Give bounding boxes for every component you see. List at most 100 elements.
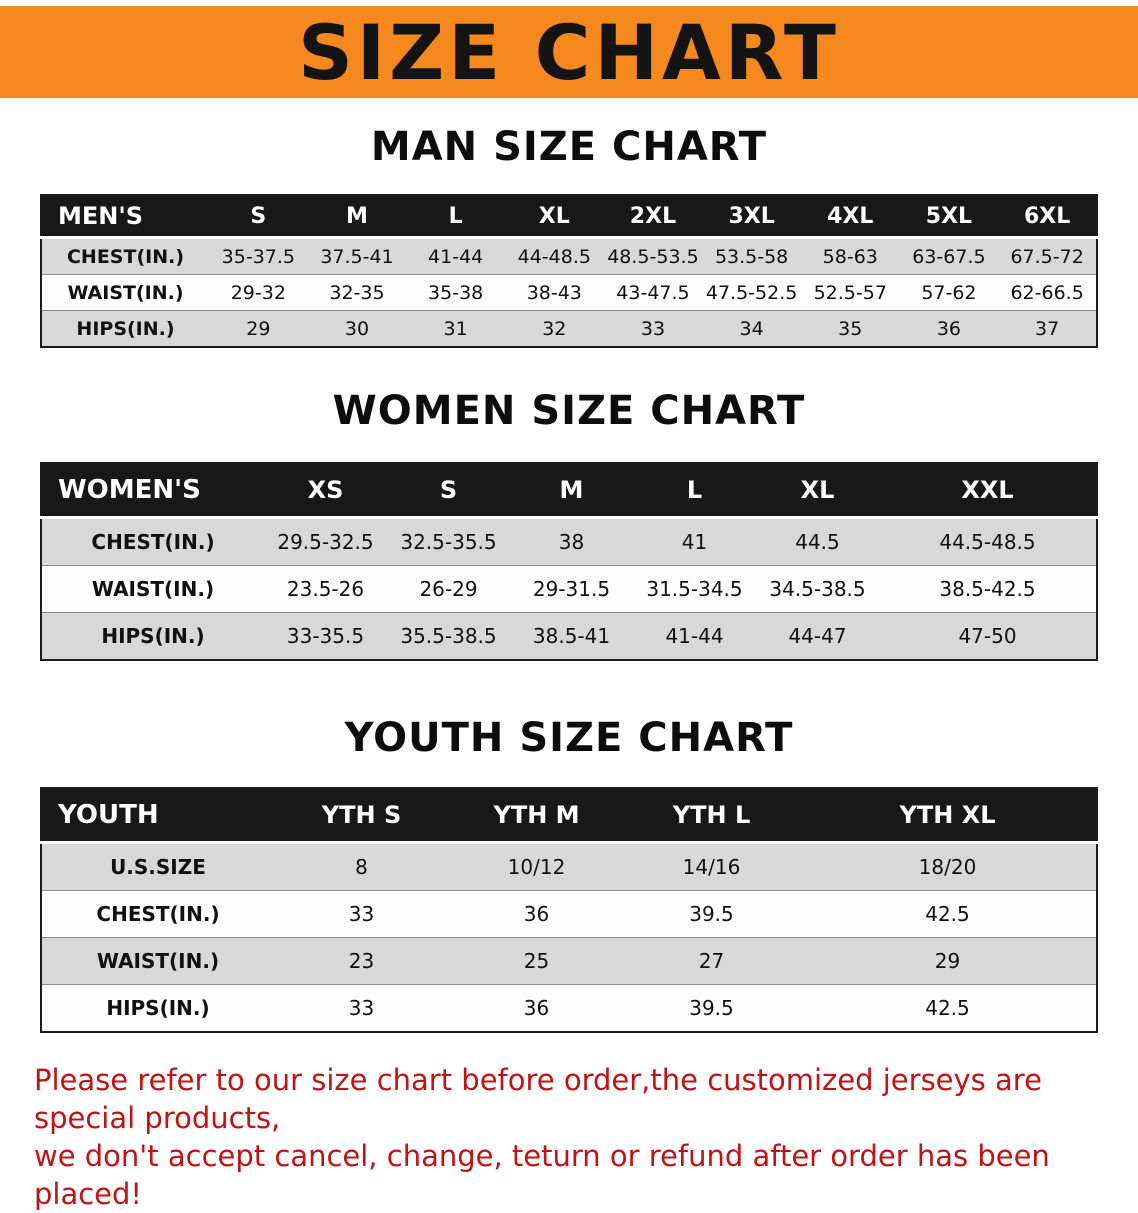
size-value-cell: 29 <box>799 937 1097 985</box>
size-value-cell: 44.5 <box>756 517 879 566</box>
column-header: YTH S <box>274 788 449 844</box>
row-label: HIPS(IN.) <box>41 612 264 660</box>
column-header: 5XL <box>899 195 999 239</box>
size-value-cell: 37 <box>998 310 1097 347</box>
youth-section: YOUTH SIZE CHART YOUTH YTH S YTH M YTH L YTH… <box>0 715 1138 1033</box>
size-value-cell: 29.5-32.5 <box>264 517 387 566</box>
size-value-cell: 34.5-38.5 <box>756 565 879 613</box>
column-header: YTH M <box>449 788 624 844</box>
row-label: HIPS(IN.) <box>41 984 274 1032</box>
column-header: L <box>633 463 756 519</box>
size-value-cell: 26-29 <box>387 565 510 613</box>
table-label: YOUTH <box>41 788 274 844</box>
size-value-cell: 32.5-35.5 <box>387 517 510 566</box>
size-value-cell: 41-44 <box>633 612 756 660</box>
size-value-cell: 33 <box>274 890 449 938</box>
notice-line-2: we don't accept cancel, change, teturn o… <box>34 1139 1050 1211</box>
size-value-cell: 57-62 <box>899 274 999 311</box>
row-label: CHEST(IN.) <box>41 517 264 566</box>
column-header: 3XL <box>702 195 801 239</box>
row-label: U.S.SIZE <box>41 842 274 891</box>
size-value-cell: 38.5-42.5 <box>879 565 1097 613</box>
column-header: 6XL <box>998 195 1097 239</box>
size-value-cell: 39.5 <box>624 984 799 1032</box>
header-row: YOUTH YTH S YTH M YTH L YTH XL <box>41 788 1097 844</box>
size-chart-page: SIZE CHART MAN SIZE CHART MEN'S S M L XL 2XL 3… <box>0 6 1138 1213</box>
size-value-cell: 35-38 <box>406 274 505 311</box>
table-row: CHEST(IN.) 35-37.5 37.5-41 41-44 44-48.5 48.5… <box>41 237 1097 275</box>
size-value-cell: 67.5-72 <box>998 237 1097 275</box>
size-value-cell: 42.5 <box>799 984 1097 1032</box>
women-section: WOMEN SIZE CHART WOMEN'S XS S M L XL XXL CHEST(… <box>0 388 1138 661</box>
column-header: YTH XL <box>799 788 1097 844</box>
size-value-cell: 36 <box>449 984 624 1032</box>
footer-notice: Please refer to our size chart before or… <box>34 1061 1104 1213</box>
size-value-cell: 47.5-52.5 <box>702 274 801 311</box>
size-value-cell: 41-44 <box>406 237 505 275</box>
column-header: YTH L <box>624 788 799 844</box>
size-value-cell: 31.5-34.5 <box>633 565 756 613</box>
column-header: M <box>510 463 633 519</box>
row-label: HIPS(IN.) <box>41 310 209 347</box>
size-value-cell: 29-31.5 <box>510 565 633 613</box>
table-row: HIPS(IN.) 33-35.5 35.5-38.5 38.5-41 41-44 44-… <box>41 612 1097 660</box>
column-header: XL <box>504 195 604 239</box>
size-value-cell: 38 <box>510 517 633 566</box>
column-header: L <box>406 195 505 239</box>
size-value-cell: 48.5-53.5 <box>603 237 703 275</box>
column-header: S <box>209 195 308 239</box>
size-value-cell: 33 <box>274 984 449 1032</box>
men-size-table: MEN'S S M L XL 2XL 3XL 4XL 5XL 6XL CHEST(IN.) 35-37… <box>40 194 1098 348</box>
size-value-cell: 18/20 <box>799 842 1097 891</box>
row-label: CHEST(IN.) <box>41 237 209 275</box>
size-value-cell: 32 <box>504 310 604 347</box>
column-header: 2XL <box>603 195 703 239</box>
header-row: MEN'S S M L XL 2XL 3XL 4XL 5XL 6XL <box>41 195 1097 239</box>
size-value-cell: 33-35.5 <box>264 612 387 660</box>
size-value-cell: 35 <box>800 310 900 347</box>
size-value-cell: 23 <box>274 937 449 985</box>
size-value-cell: 43-47.5 <box>603 274 703 311</box>
size-value-cell: 35-37.5 <box>209 237 308 275</box>
column-header: XXL <box>879 463 1097 519</box>
size-value-cell: 62-66.5 <box>998 274 1097 311</box>
size-value-cell: 29-32 <box>209 274 308 311</box>
table-label: MEN'S <box>41 195 209 239</box>
size-value-cell: 34 <box>702 310 801 347</box>
size-value-cell: 58-63 <box>800 237 900 275</box>
size-value-cell: 8 <box>274 842 449 891</box>
table-row: WAIST(IN.) 23.5-26 26-29 29-31.5 31.5-34.5 34… <box>41 565 1097 613</box>
table-row: WAIST(IN.) 29-32 32-35 35-38 38-43 43-47.5 47.… <box>41 274 1097 311</box>
size-value-cell: 35.5-38.5 <box>387 612 510 660</box>
header-row: WOMEN'S XS S M L XL XXL <box>41 463 1097 519</box>
youth-size-table: YOUTH YTH S YTH M YTH L YTH XL U.S.SIZE 8 10/12… <box>40 787 1098 1033</box>
banner-title: SIZE CHART <box>298 7 840 97</box>
size-value-cell: 39.5 <box>624 890 799 938</box>
size-value-cell: 36 <box>899 310 999 347</box>
size-value-cell: 44-48.5 <box>504 237 604 275</box>
size-value-cell: 47-50 <box>879 612 1097 660</box>
table-row: HIPS(IN.) 33 36 39.5 42.5 <box>41 984 1097 1032</box>
table-row: HIPS(IN.) 29 30 31 32 33 34 35 36 37 <box>41 310 1097 347</box>
men-heading: MAN SIZE CHART <box>370 124 768 170</box>
size-value-cell: 44.5-48.5 <box>879 517 1097 566</box>
column-header: XS <box>264 463 387 519</box>
size-value-cell: 63-67.5 <box>899 237 999 275</box>
row-label: WAIST(IN.) <box>41 937 274 985</box>
table-label: WOMEN'S <box>41 463 264 519</box>
notice-line-1: Please refer to our size chart before or… <box>34 1063 1042 1135</box>
row-label: CHEST(IN.) <box>41 890 274 938</box>
table-row: CHEST(IN.) 29.5-32.5 32.5-35.5 38 41 44.5 44.5… <box>41 517 1097 566</box>
size-value-cell: 29 <box>209 310 308 347</box>
size-value-cell: 41 <box>633 517 756 566</box>
size-value-cell: 30 <box>307 310 407 347</box>
row-label: WAIST(IN.) <box>41 565 264 613</box>
column-header: M <box>307 195 407 239</box>
table-row: U.S.SIZE 8 10/12 14/16 18/20 <box>41 842 1097 891</box>
size-value-cell: 44-47 <box>756 612 879 660</box>
size-value-cell: 42.5 <box>799 890 1097 938</box>
size-value-cell: 25 <box>449 937 624 985</box>
size-value-cell: 38.5-41 <box>510 612 633 660</box>
men-section: MAN SIZE CHART MEN'S S M L XL 2XL 3XL 4XL 5XL 6XL… <box>0 124 1138 348</box>
size-value-cell: 53.5-58 <box>702 237 801 275</box>
